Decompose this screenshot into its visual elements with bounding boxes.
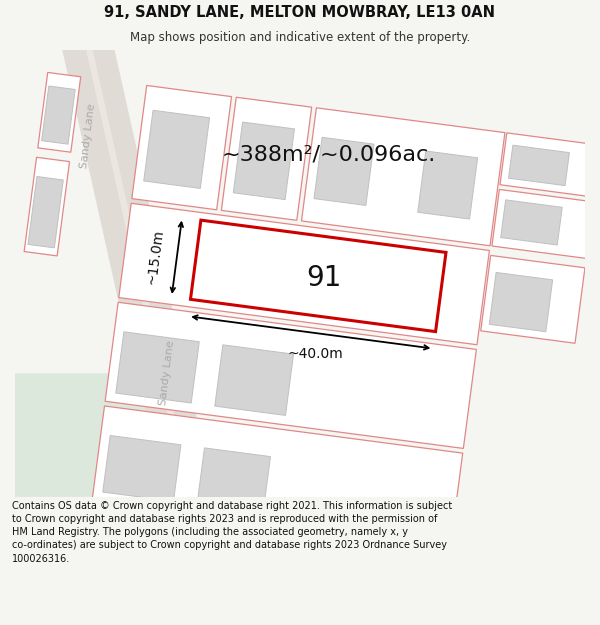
Polygon shape bbox=[132, 86, 232, 210]
Text: ~40.0m: ~40.0m bbox=[287, 347, 343, 361]
Polygon shape bbox=[15, 373, 162, 497]
Polygon shape bbox=[509, 145, 569, 186]
Text: Contains OS data © Crown copyright and database right 2021. This information is : Contains OS data © Crown copyright and d… bbox=[12, 501, 452, 564]
Polygon shape bbox=[492, 189, 593, 258]
Polygon shape bbox=[233, 122, 295, 199]
Polygon shape bbox=[119, 203, 490, 345]
Polygon shape bbox=[92, 406, 463, 548]
Text: Sandy Lane: Sandy Lane bbox=[79, 102, 97, 169]
Polygon shape bbox=[301, 107, 505, 246]
Polygon shape bbox=[105, 302, 476, 448]
Polygon shape bbox=[41, 86, 75, 144]
Polygon shape bbox=[221, 98, 311, 220]
Text: ~15.0m: ~15.0m bbox=[144, 229, 166, 286]
Polygon shape bbox=[190, 220, 446, 332]
Polygon shape bbox=[62, 50, 214, 497]
Text: 91, SANDY LANE, MELTON MOWBRAY, LE13 0AN: 91, SANDY LANE, MELTON MOWBRAY, LE13 0AN bbox=[104, 5, 496, 20]
Polygon shape bbox=[116, 332, 199, 403]
Text: Sandy Lane: Sandy Lane bbox=[158, 340, 176, 406]
Polygon shape bbox=[28, 176, 63, 248]
Polygon shape bbox=[215, 345, 293, 416]
Polygon shape bbox=[500, 133, 600, 197]
Polygon shape bbox=[500, 200, 562, 245]
Text: Map shows position and indicative extent of the property.: Map shows position and indicative extent… bbox=[130, 31, 470, 44]
Polygon shape bbox=[38, 72, 81, 152]
Polygon shape bbox=[418, 151, 478, 219]
Polygon shape bbox=[103, 436, 181, 501]
Polygon shape bbox=[144, 110, 209, 188]
Polygon shape bbox=[24, 158, 70, 256]
Text: 91: 91 bbox=[306, 264, 341, 292]
Polygon shape bbox=[489, 272, 553, 332]
Polygon shape bbox=[197, 448, 271, 513]
Polygon shape bbox=[86, 50, 193, 497]
Polygon shape bbox=[481, 256, 585, 343]
Polygon shape bbox=[314, 138, 374, 206]
Text: ~388m²/~0.096ac.: ~388m²/~0.096ac. bbox=[221, 144, 436, 164]
